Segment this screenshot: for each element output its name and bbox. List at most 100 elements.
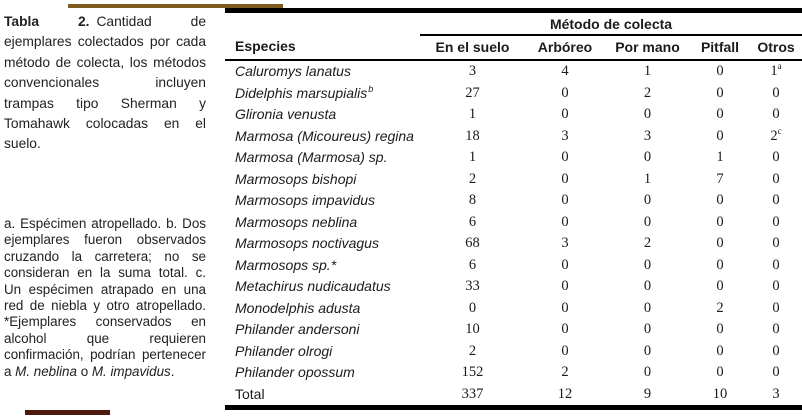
value-cell: 0: [561, 149, 569, 165]
method-column-header: Arbóreo: [525, 35, 605, 61]
value-cell: 0: [716, 106, 724, 122]
value-cell: 6: [468, 213, 477, 230]
value-cell: 0: [716, 235, 724, 251]
value-cell: 0: [561, 106, 569, 122]
value-cell: 0: [716, 364, 724, 380]
value-cell: 0: [772, 342, 780, 359]
value-cell: 2c: [770, 125, 782, 144]
species-row: Marmosops noctivagus 68 3 2 0 0: [225, 233, 802, 255]
species-cell: Metachirus nudicaudatus: [235, 278, 391, 294]
value-cell: 0: [772, 235, 780, 251]
value-cell: 2: [643, 235, 652, 251]
species-row: Marmosops sp.* 6 0 0 0 0: [225, 255, 802, 277]
value-cell: 1: [643, 63, 652, 79]
value-cell: 10: [712, 385, 728, 402]
value-cell: 0: [468, 299, 477, 316]
value-cell: 18: [465, 127, 480, 144]
value-cell: 0: [643, 321, 652, 337]
species-row: Marmosops bishopi 2 0 1 7 0: [225, 169, 802, 191]
species-row: Caluromys lanatus 3 4 1 0 1a: [225, 60, 802, 83]
value-cell: 0: [772, 149, 780, 165]
species-row: Philander andersoni 10 0 0 0 0: [225, 319, 802, 341]
species-cell: Marmosops impavidus: [235, 192, 376, 208]
value-cell: 1: [716, 149, 724, 165]
value-cell: 0: [716, 321, 724, 337]
species-row: Marmosa (Marmosa) sp. 1 0 0 1 0: [225, 147, 802, 169]
value-cell: 0: [716, 213, 724, 230]
value-cell: 0: [561, 299, 569, 316]
value-cell: 1: [468, 149, 477, 165]
species-cell: Marmosa (Micoureus) regina: [235, 127, 414, 144]
value-cell: 0: [716, 84, 724, 101]
value-cell: 0: [716, 256, 724, 273]
value-cell: 27: [465, 84, 480, 101]
species-row: Marmosa (Micoureus) regina 18 3 3 0 2c: [225, 126, 802, 148]
value-cell: 0: [716, 192, 724, 208]
value-cell: 68: [465, 235, 480, 251]
value-cell: 2: [468, 342, 477, 359]
species-row: Monodelphis adusta 0 0 0 2 0: [225, 298, 802, 320]
total-row: Total 337 12 9 10 3: [225, 384, 802, 408]
species-cell: Marmosops noctivagus: [235, 235, 379, 251]
value-cell: 0: [772, 106, 780, 122]
table-header: Especies Método de colecta En el suelo Ar…: [225, 10, 802, 61]
value-cell: 0: [772, 256, 780, 273]
value-cell: 0: [716, 63, 724, 79]
species-cell: Philander olrogi: [235, 342, 333, 359]
method-column-header: Otros: [750, 35, 802, 61]
value-cell: 0: [643, 106, 652, 122]
species-row: Glironia venusta 1 0 0 0 0: [225, 104, 802, 126]
value-cell: 2: [468, 170, 477, 187]
value-cell: 0: [643, 278, 652, 294]
value-cell: 33: [465, 278, 480, 294]
footnote-text: .: [170, 363, 175, 379]
value-cell: 7: [716, 170, 724, 187]
value-cell: 0: [772, 170, 780, 187]
value-cell: 152: [461, 364, 484, 380]
method-group-header: Método de colecta: [420, 10, 802, 36]
value-cell: 0: [716, 342, 724, 359]
table-area: Especies Método de colecta En el suelo Ar…: [225, 8, 802, 410]
table-body: Caluromys lanatus 3 4 1 0 1a Didelphis marsupi…: [225, 60, 802, 408]
value-cell: 0: [772, 299, 780, 316]
value-cell: 0: [561, 321, 569, 337]
value-cell: 9: [643, 385, 652, 402]
species-row: Philander olrogi 2 0 0 0 0: [225, 341, 802, 363]
species-cell: Philander opossum: [235, 364, 355, 380]
value-cell: 0: [716, 127, 724, 144]
species-cell: Caluromys lanatus: [235, 63, 351, 79]
species-cell: Glironia venusta: [235, 106, 337, 122]
value-cell: 0: [561, 170, 569, 187]
value-cell: 0: [561, 278, 569, 294]
value-cell: 0: [772, 84, 780, 101]
species-row: Metachirus nudicaudatus 33 0 0 0 0: [225, 276, 802, 298]
table-footnotes: a. Espécimen atropellado. b. Dos ejempla…: [4, 216, 206, 380]
value-cell: 0: [643, 299, 652, 316]
value-cell: 0: [772, 278, 780, 294]
value-cell: 0: [643, 364, 652, 380]
species-row: Didelphis marsupialisb 27 0 2 0 0: [225, 83, 802, 105]
value-cell: 1a: [770, 61, 782, 79]
footnote-text: a. Espécimen atropellado. b. Dos ejempla…: [4, 216, 206, 379]
species-cell: Philander andersoni: [235, 321, 360, 337]
species-row: Marmosops impavidus 8 0 0 0 0: [225, 190, 802, 212]
species-cell: Marmosops sp.*: [235, 256, 337, 273]
value-cell: 2: [561, 364, 569, 380]
value-cell: 0: [643, 342, 652, 359]
method-column-header: Pitfall: [690, 35, 750, 61]
value-cell: 3: [561, 235, 569, 251]
value-cell: 2: [716, 299, 724, 316]
value-cell: 0: [643, 192, 652, 208]
species-cell: Total: [235, 385, 265, 402]
value-cell: 0: [772, 213, 780, 230]
value-cell: 3: [561, 127, 569, 144]
value-cell: 0: [643, 149, 652, 165]
value-cell: 0: [716, 278, 724, 294]
column-header-row: En el suelo Arbóreo Por mano Pitfall Otros: [225, 35, 802, 61]
species-row: Philander opossum 152 2 0 0 0: [225, 362, 802, 384]
footnote-species-italic: M. neblina: [15, 363, 77, 379]
value-cell: 10: [465, 321, 480, 337]
value-cell: 0: [772, 321, 780, 337]
footnote-marker: b: [368, 83, 374, 94]
value-cell: 1: [468, 106, 477, 122]
